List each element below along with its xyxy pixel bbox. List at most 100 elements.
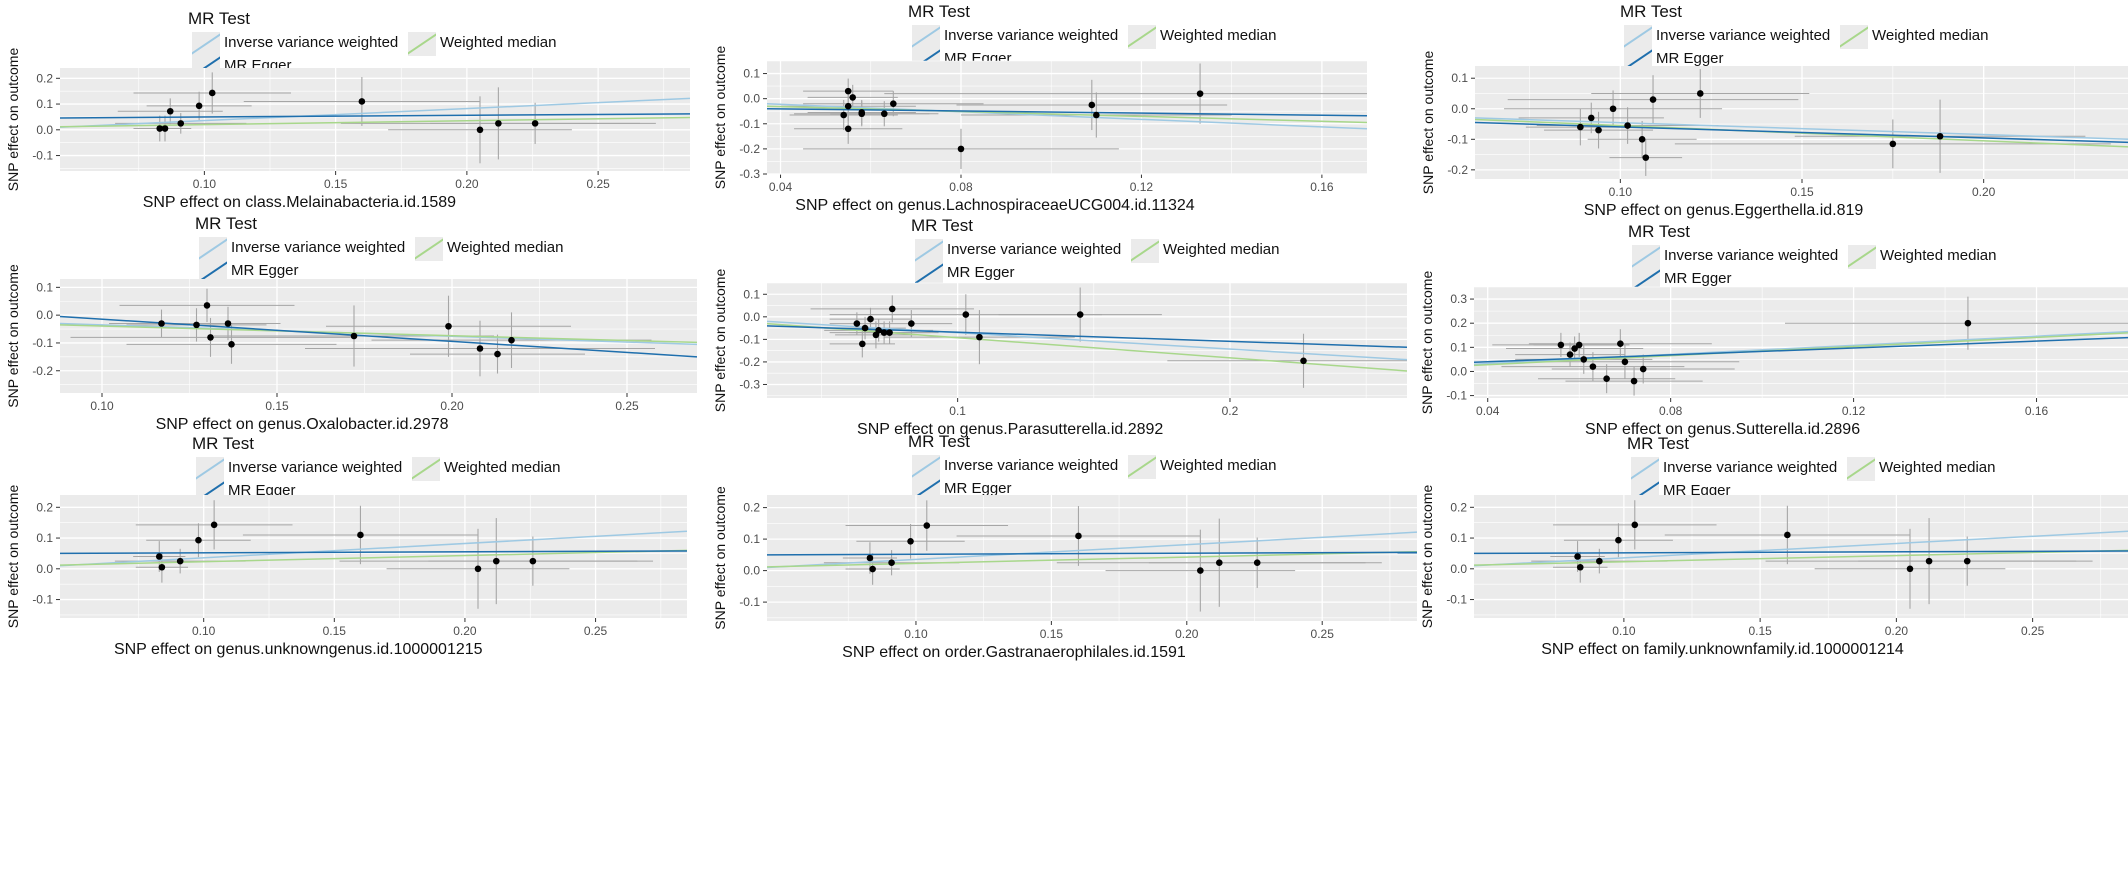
data-point — [1936, 132, 1944, 140]
legend-key-swatch — [1624, 25, 1652, 49]
data-point — [1615, 536, 1622, 544]
data-point — [1649, 96, 1657, 103]
data-point — [1075, 532, 1082, 540]
legend: MR Test Inverse variance weighted MR Egger… — [188, 9, 556, 79]
data-point — [875, 327, 882, 334]
data-point — [1589, 363, 1597, 370]
y-tick-label: 0.0 — [1451, 102, 1468, 116]
x-tick-label: 0.10 — [192, 624, 216, 638]
data-point — [529, 557, 537, 565]
data-point — [1639, 365, 1647, 373]
data-point — [195, 102, 203, 110]
legend-entry-label: MR Egger — [231, 262, 299, 279]
data-point — [177, 120, 185, 127]
y-tick-label: 0.1 — [36, 97, 53, 111]
data-point — [1906, 565, 1914, 573]
y-tick-label: 0.0 — [743, 564, 760, 578]
y-tick-label: 0.0 — [743, 92, 760, 106]
x-tick-label: 0.08 — [1659, 404, 1683, 418]
x-tick-label: 0.1 — [949, 404, 966, 418]
legend-title: MR Test — [908, 2, 971, 21]
data-point — [907, 538, 914, 545]
data-point — [869, 565, 876, 573]
data-point — [1566, 351, 1574, 358]
data-point — [224, 320, 232, 327]
fit-line-mr-egger — [767, 107, 1367, 117]
x-tick-label: 0.10 — [90, 399, 114, 413]
y-tick-label: -0.1 — [1446, 389, 1467, 403]
x-tick-label: 0.20 — [1885, 624, 1909, 638]
data-point — [1696, 90, 1704, 97]
data-point — [1595, 126, 1602, 134]
legend-key-swatch — [1632, 245, 1660, 269]
y-tick-label: 0.0 — [36, 123, 53, 137]
data-point — [1076, 311, 1084, 318]
data-point — [867, 315, 874, 323]
data-point — [849, 94, 857, 101]
legend-entry-label: Weighted median — [1880, 247, 1997, 264]
y-axis-title: SNP effect on outcome — [1420, 51, 1436, 195]
legend: MR Test Inverse variance weighted MR Egger… — [1620, 2, 1988, 72]
fit-line-weighted-median — [1475, 118, 2128, 148]
legend-key-swatch — [912, 25, 940, 49]
legend-title: MR Test — [192, 434, 255, 453]
scatter-chart: 0.04 0.08 0.12 0.16 -0.1 0.0 0.1 0.2 0.3 SNP effe… — [1419, 271, 2128, 438]
legend: MR Test Inverse variance weighted MR Egger… — [908, 432, 1276, 502]
y-tick-label: 0.0 — [743, 310, 760, 324]
legend-entry-label: MR Egger — [1656, 50, 1724, 67]
data-point — [880, 329, 888, 336]
data-layer — [1474, 500, 2128, 609]
fit-line-weighted-median — [60, 116, 690, 128]
y-axis-title: SNP effect on outcome — [1419, 271, 1435, 415]
data-point — [1621, 358, 1629, 366]
fit-line-mr-egger — [767, 551, 1417, 556]
y-tick-label: 0.1 — [36, 531, 53, 545]
data-point — [853, 320, 861, 327]
legend-title: MR Test — [1627, 434, 1690, 453]
legend-entry-label: MR Egger — [1664, 270, 1732, 287]
y-tick-label: -0.1 — [739, 595, 760, 609]
legend-entry-label: Weighted median — [1160, 457, 1277, 474]
data-point — [156, 125, 164, 132]
x-axis-title: SNP effect on family.unknownfamily.id.10… — [1541, 641, 1904, 658]
x-axis-title: SNP effect on genus.Parasutterella.id.28… — [857, 421, 1163, 438]
data-point — [358, 98, 366, 105]
fit-line-inverse-variance-weighted — [767, 531, 1417, 569]
x-axis-title: SNP effect on genus.Oxalobacter.id.2978 — [156, 416, 449, 433]
data-point — [888, 559, 895, 567]
data-point — [880, 110, 888, 118]
y-tick-label: -0.2 — [739, 355, 760, 369]
legend: MR Test Inverse variance weighted MR Egger… — [908, 2, 1276, 72]
data-point — [1300, 357, 1307, 365]
data-point — [195, 536, 202, 544]
legend-key-swatch — [408, 32, 436, 56]
data-point — [962, 311, 970, 318]
legend-entry-label: Weighted median — [1872, 27, 1989, 44]
y-tick-label: -0.1 — [1447, 132, 1468, 146]
x-tick-label: 0.2 — [1222, 404, 1239, 418]
data-layer — [767, 63, 1367, 169]
y-axis-title: SNP effect on outcome — [712, 269, 728, 413]
scatter-chart: 0.10 0.15 0.20 0.25 -0.1 0.0 0.1 0.2 SNP effect … — [1419, 485, 2128, 658]
y-tick-label: 0.1 — [1450, 531, 1467, 545]
x-tick-label: 0.20 — [455, 177, 479, 191]
y-tick-label: 0.1 — [743, 67, 760, 81]
data-point — [1587, 114, 1595, 122]
legend-title: MR Test — [1620, 2, 1683, 21]
x-tick-label: 0.15 — [265, 399, 289, 413]
data-point — [495, 120, 502, 127]
data-point — [158, 563, 166, 571]
legend-key-swatch — [912, 455, 940, 479]
data-point — [1963, 557, 1971, 565]
y-tick-label: -0.1 — [1446, 593, 1467, 607]
legend-key-swatch — [1631, 457, 1659, 481]
legend-entry-label: Inverse variance weighted — [1663, 459, 1838, 476]
y-tick-label: -0.1 — [739, 332, 760, 346]
legend-key-swatch — [199, 237, 227, 261]
legend-entry-label: Weighted median — [447, 239, 564, 256]
legend: MR Test Inverse variance weighted MR Egger… — [1627, 434, 1995, 504]
y-tick-label: 0.3 — [1450, 292, 1467, 306]
data-point — [1603, 375, 1610, 382]
y-tick-label: 0.0 — [36, 308, 53, 322]
y-tick-label: 0.2 — [36, 500, 53, 514]
